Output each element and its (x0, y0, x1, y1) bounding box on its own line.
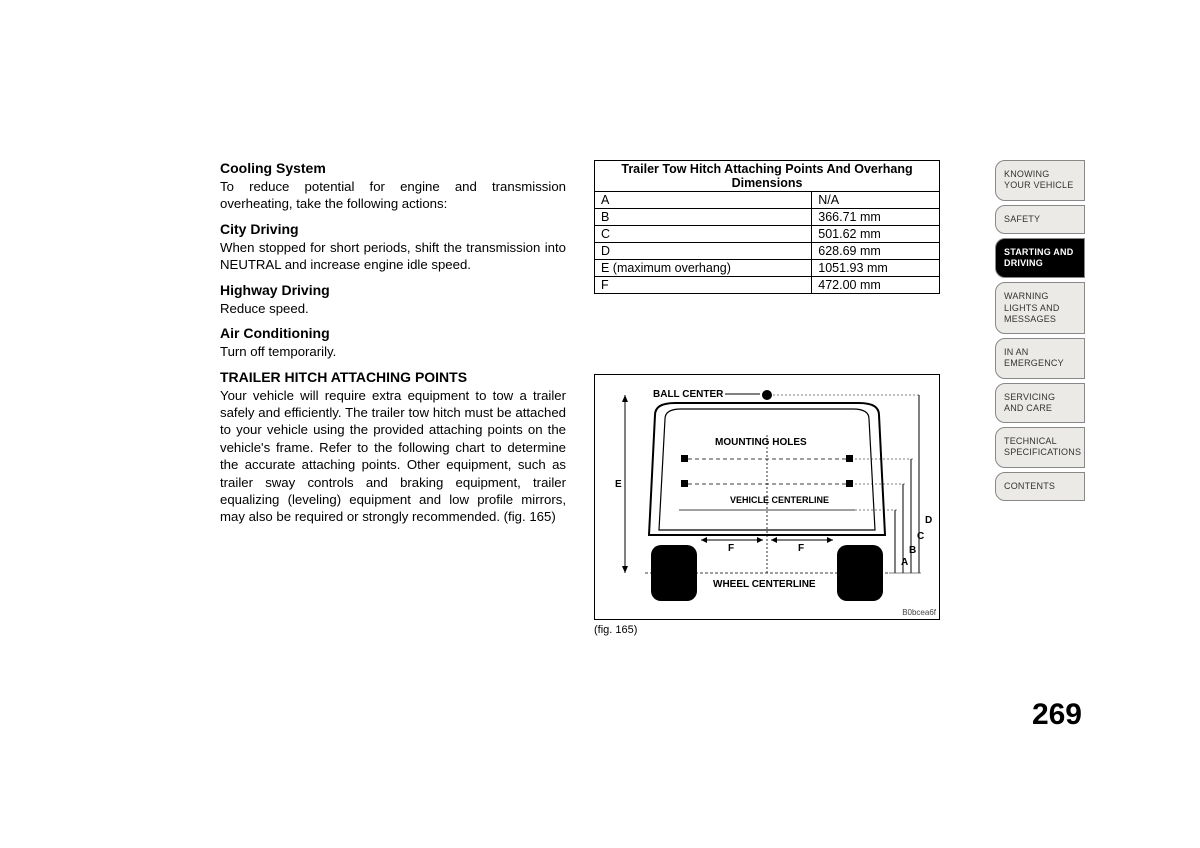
table-row: D628.69 mm (595, 243, 940, 260)
para-ac: Turn off temporarily. (220, 343, 566, 360)
tab-starting-and-driving[interactable]: STARTING AND DRIVING (995, 238, 1085, 279)
section-tabs: KNOWING YOUR VEHICLE SAFETY STARTING AND… (995, 160, 1085, 505)
tab-in-an-emergency[interactable]: IN AN EMERGENCY (995, 338, 1085, 379)
table-row: E (maximum overhang)1051.93 mm (595, 260, 940, 277)
tab-contents[interactable]: CONTENTS (995, 472, 1085, 501)
figure-caption: (fig. 165) (594, 624, 940, 636)
heading-air-conditioning: Air Conditioning (220, 325, 566, 341)
para-cooling: To reduce potential for engine and trans… (220, 178, 566, 213)
label-wheel-centerline: WHEEL CENTERLINE (713, 579, 816, 590)
heading-city-driving: City Driving (220, 221, 566, 237)
para-highway: Reduce speed. (220, 300, 566, 317)
diagram-code: B0bcea6f (902, 608, 936, 617)
label-vehicle-centerline: VEHICLE CENTERLINE (730, 495, 829, 505)
table-title: Trailer Tow Hitch Attaching Points And O… (595, 161, 940, 192)
tab-knowing-your-vehicle[interactable]: KNOWING YOUR VEHICLE (995, 160, 1085, 201)
heading-trailer-hitch: TRAILER HITCH ATTACHING POINTS (220, 369, 566, 385)
label-a: A (901, 557, 908, 568)
page-number: 269 (1032, 698, 1082, 732)
tab-servicing-and-care[interactable]: SERVICING AND CARE (995, 383, 1085, 424)
table-row: AN/A (595, 192, 940, 209)
label-d: D (925, 515, 932, 526)
hitch-dimensions-table: Trailer Tow Hitch Attaching Points And O… (594, 160, 940, 294)
tab-technical-specs[interactable]: TECHNICAL SPECIFICATIONS (995, 427, 1085, 468)
heading-highway-driving: Highway Driving (220, 282, 566, 298)
tab-safety[interactable]: SAFETY (995, 205, 1085, 234)
heading-cooling-system: Cooling System (220, 160, 566, 176)
label-ball-center: BALL CENTER (653, 389, 724, 400)
label-c: C (917, 531, 924, 542)
hitch-diagram: BALL CENTER MOUNTING HOLES VEHICLE CENTE… (594, 374, 940, 620)
label-f-right: F (798, 543, 804, 554)
label-e: E (615, 479, 622, 490)
para-city: When stopped for short periods, shift th… (220, 239, 566, 274)
label-f-left: F (728, 543, 734, 554)
tab-warning-lights[interactable]: WARNING LIGHTS AND MESSAGES (995, 282, 1085, 334)
label-b: B (909, 545, 916, 556)
label-mounting-holes: MOUNTING HOLES (715, 437, 807, 448)
table-row: C501.62 mm (595, 226, 940, 243)
para-hitch: Your vehicle will require extra equipmen… (220, 387, 566, 526)
table-row: F472.00 mm (595, 277, 940, 294)
table-row: B366.71 mm (595, 209, 940, 226)
